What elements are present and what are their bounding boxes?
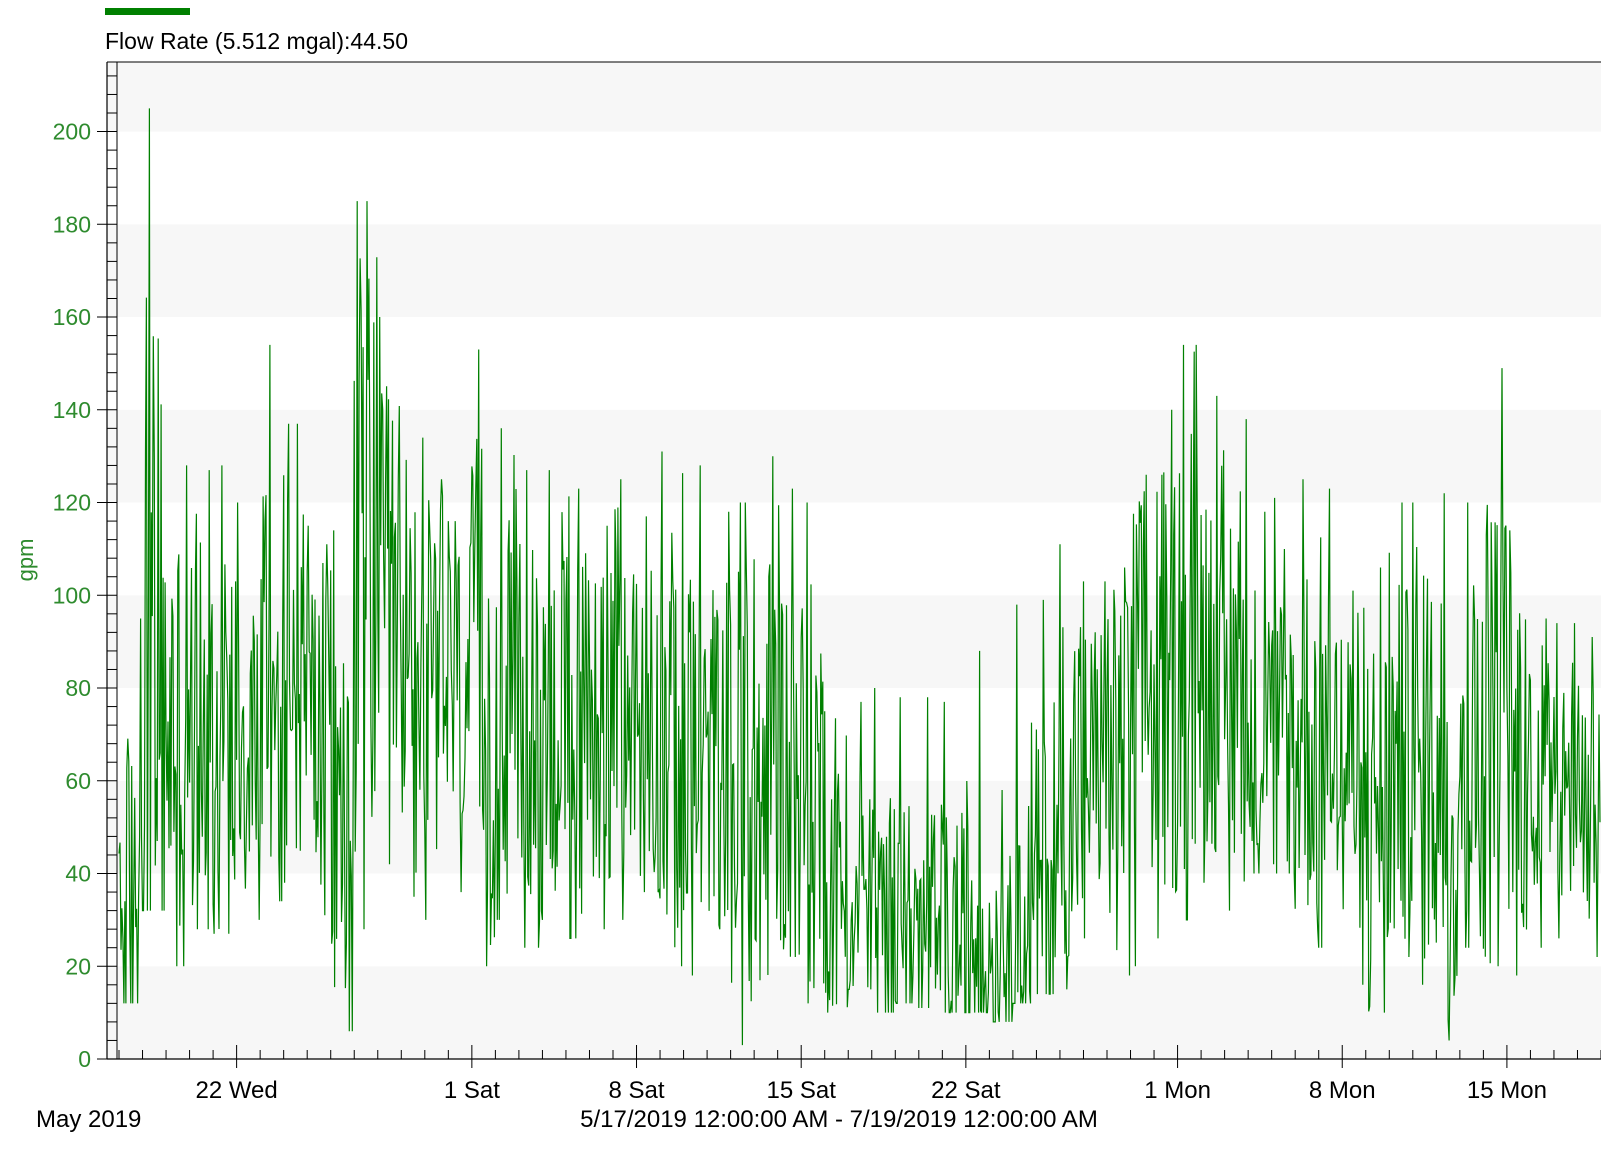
y-tick-label: 200 xyxy=(53,119,91,145)
x-tick-label: 8 Mon xyxy=(1309,1077,1376,1104)
y-tick-label: 140 xyxy=(53,397,91,423)
x-tick-label: 22 Sat xyxy=(931,1077,1001,1104)
y-tick-label: 0 xyxy=(78,1046,91,1072)
background-band xyxy=(107,62,1601,132)
axes xyxy=(106,61,1601,1060)
x-tick-label: 1 Mon xyxy=(1144,1077,1211,1104)
y-tick-label: 40 xyxy=(65,861,91,887)
y-axis-ticks: 0 20 40 60 80 100 120 140 160 180 200 xyxy=(53,75,117,1072)
background-band xyxy=(107,966,1601,1059)
x-axis-ticks: 22 Wed 1 Sat 8 Sat 15 Sat 22 Sat 1 Mon 8 Mon 15… xyxy=(118,1045,1601,1104)
background-band xyxy=(107,131,1601,225)
y-tick-label: 160 xyxy=(53,304,91,330)
y-tick-label: 60 xyxy=(65,768,91,794)
background-band xyxy=(107,409,1601,503)
y-tick-label: 20 xyxy=(65,953,91,979)
y-axis-label: gpm xyxy=(13,538,38,582)
x-tick-label: 22 Wed xyxy=(195,1077,277,1104)
background-band xyxy=(107,224,1601,318)
legend-swatch xyxy=(105,8,190,15)
x-tick-label: 1 Sat xyxy=(444,1077,500,1104)
y-tick-label: 80 xyxy=(65,675,91,701)
y-tick-label: 100 xyxy=(53,582,91,608)
x-tick-label: 8 Sat xyxy=(609,1077,665,1104)
x-tick-label: 15 Mon xyxy=(1467,1077,1547,1104)
legend-label: Flow Rate (5.512 mgal):44.50 xyxy=(105,28,408,54)
background-band xyxy=(107,317,1601,410)
y-tick-label: 180 xyxy=(53,211,91,237)
y-tick-label: 120 xyxy=(53,490,91,516)
series-line-flow-rate xyxy=(118,108,1601,1046)
month-label: May 2019 xyxy=(36,1106,142,1133)
series-layer xyxy=(118,108,1601,1046)
x-tick-label: 15 Sat xyxy=(766,1077,836,1104)
date-range-label: 5/17/2019 12:00:00 AM - 7/19/2019 12:00:… xyxy=(580,1106,1098,1133)
